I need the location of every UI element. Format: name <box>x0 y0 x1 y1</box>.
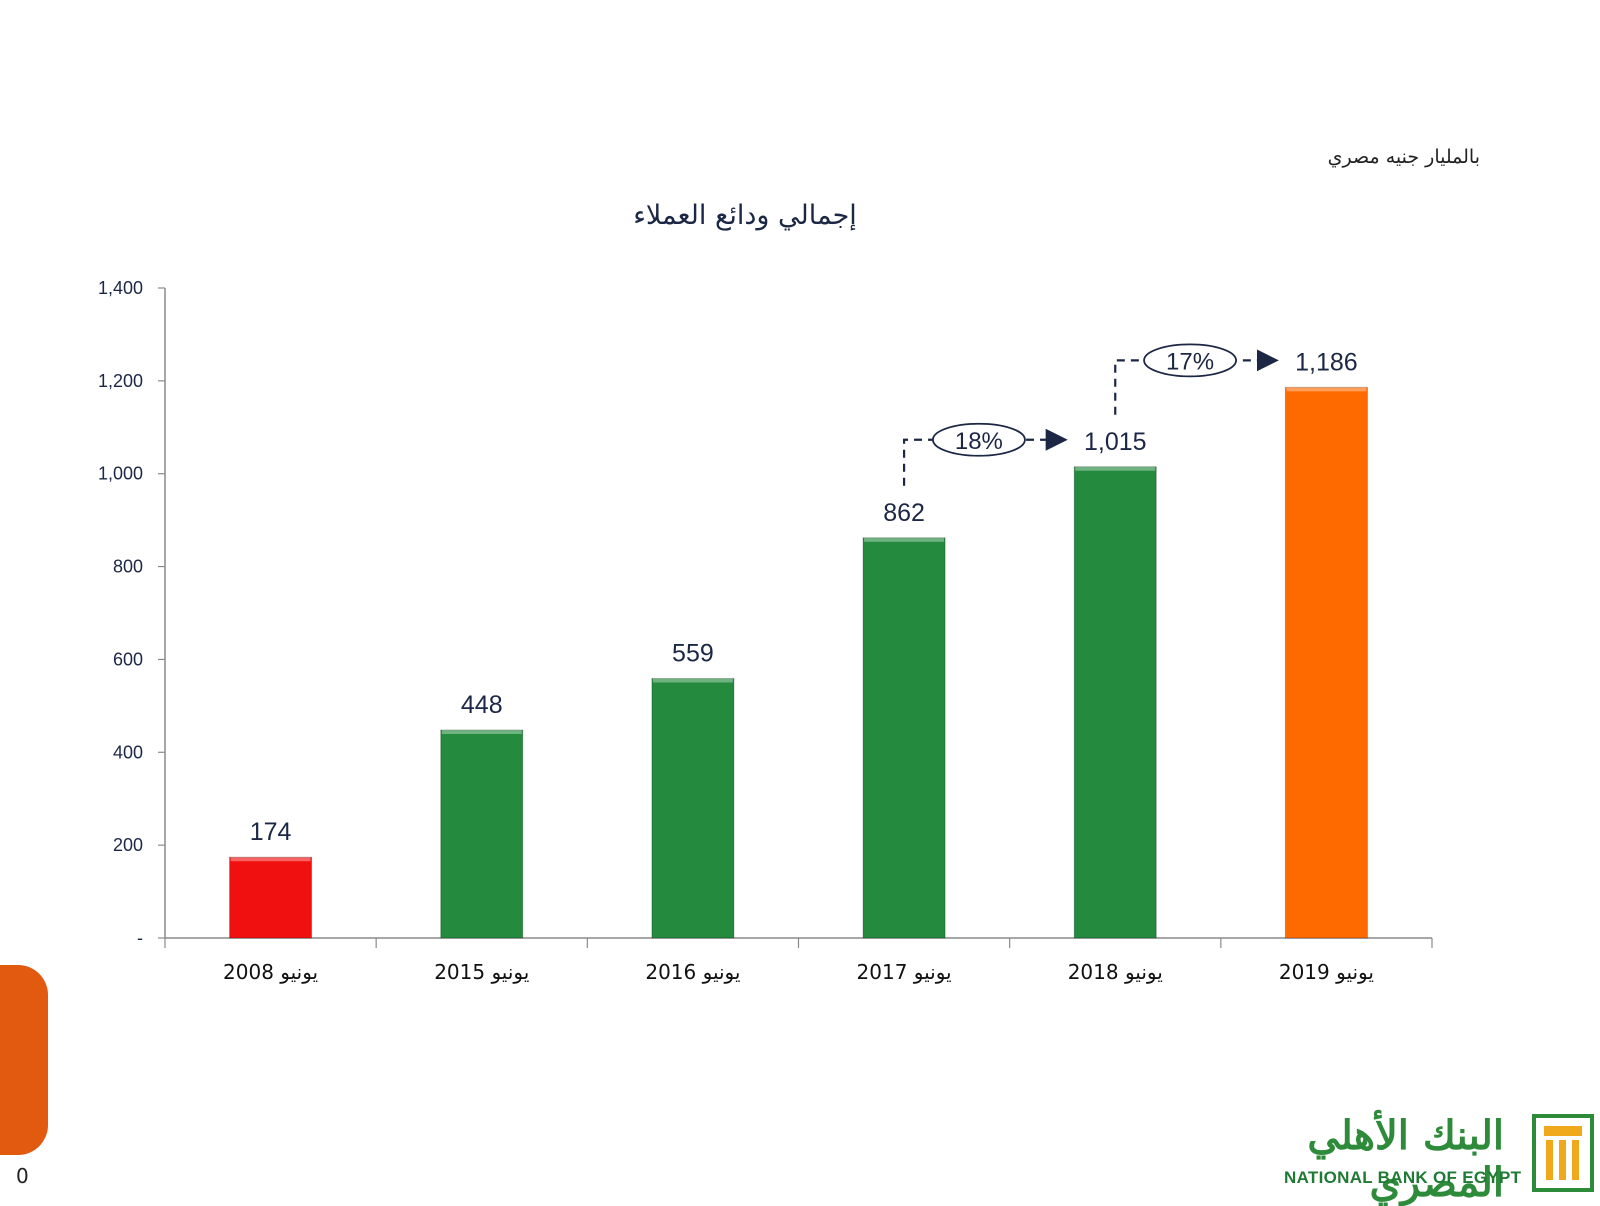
bar <box>1284 386 1368 939</box>
bar-highlight <box>441 730 522 734</box>
x-tick-label: يونيو 2019 <box>1279 960 1374 984</box>
bank-logo: البنك الأهلي المصري NATIONAL BANK OF EGY… <box>1276 1108 1600 1206</box>
growth-label: 17% <box>1166 348 1214 375</box>
page-number: 0 <box>16 1164 29 1188</box>
y-tick-label: 200 <box>113 835 143 855</box>
growth-badge <box>1143 343 1237 378</box>
data-label: 174 <box>250 818 292 846</box>
data-label: 862 <box>883 499 925 527</box>
y-tick-label: 1,000 <box>98 464 143 484</box>
bar-highlight <box>652 678 733 683</box>
bar-highlight <box>1286 387 1367 392</box>
bar <box>440 729 524 939</box>
x-tick-label: يونيو 2015 <box>434 960 529 984</box>
data-label: 559 <box>672 639 714 667</box>
growth-arrow <box>902 428 1068 486</box>
y-tick-label: 1,200 <box>98 371 143 391</box>
logo-emblem-icon <box>1532 1114 1594 1192</box>
y-tick-label: 600 <box>113 649 143 669</box>
y-tick-label: 800 <box>113 557 143 577</box>
bar-highlight <box>230 857 311 862</box>
bar <box>862 537 946 939</box>
y-tick-label: 400 <box>113 742 143 762</box>
bar <box>651 677 735 939</box>
growth-label: 18% <box>955 428 1003 455</box>
unit-label: بالمليار جنيه مصري <box>1327 146 1480 168</box>
data-label: 448 <box>461 691 503 719</box>
x-tick-label: يونيو 2016 <box>645 960 740 984</box>
logo-arabic-text: البنك الأهلي المصري <box>1307 1112 1504 1206</box>
bar <box>1073 466 1157 939</box>
data-label: 1,186 <box>1295 348 1358 376</box>
x-tick-label: يونيو 2018 <box>1068 960 1163 984</box>
logo-english-text: NATIONAL BANK OF EGYPT <box>1284 1168 1522 1187</box>
side-tab <box>0 965 48 1155</box>
x-tick-label: يونيو 2017 <box>857 960 952 984</box>
y-tick-label: 1,400 <box>98 278 143 298</box>
x-tick-label: يونيو 2008 <box>223 960 318 984</box>
growth-badge <box>931 422 1026 457</box>
data-label: 1,015 <box>1084 428 1147 456</box>
chart-title: إجمالي ودائع العملاء <box>633 200 857 231</box>
bar-highlight <box>864 537 945 542</box>
y-tick-label: - <box>137 928 143 948</box>
bar <box>229 856 313 939</box>
bar-highlight <box>1075 466 1156 471</box>
